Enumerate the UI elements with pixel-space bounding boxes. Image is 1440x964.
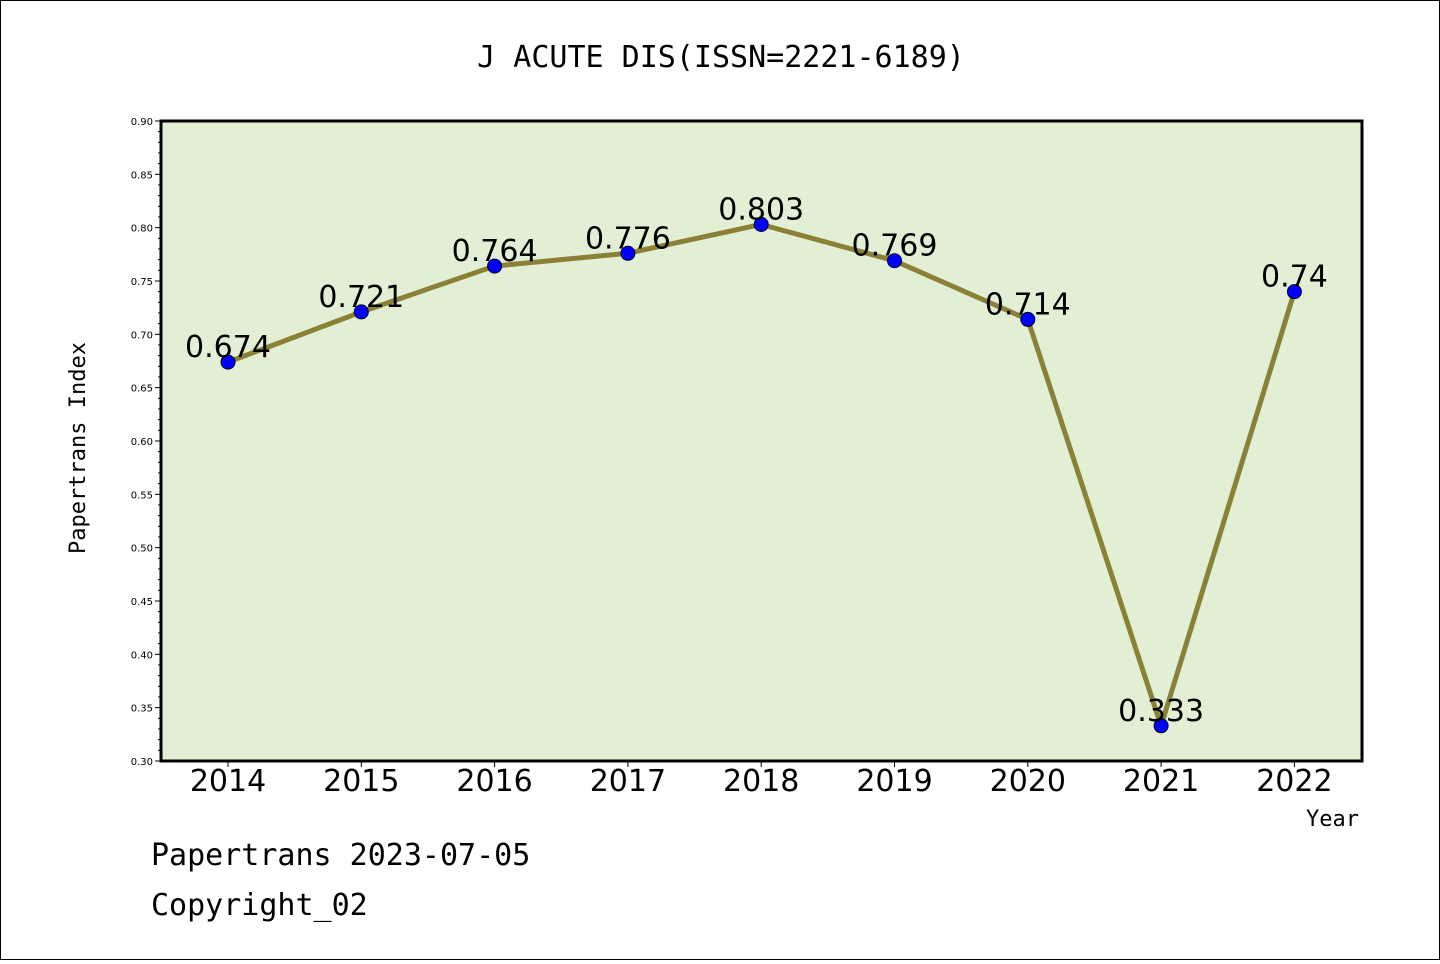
y-tick-label: 0.30 [131,757,153,768]
data-point [620,245,636,261]
y-tick-label: 0.35 [131,704,153,715]
data-point [1020,311,1036,327]
y-tick-label: 0.40 [131,650,153,661]
y-tick-label: 0.50 [131,544,153,555]
data-label: 0.674 [185,330,271,365]
y-tick-label: 0.85 [131,170,153,181]
y-tick-label: 0.80 [131,224,153,235]
chart-title: J ACUTE DIS(ISSN=2221-6189) [477,40,965,75]
data-point [1153,718,1169,734]
series-layer [220,216,1302,734]
x-tick-label: 2020 [990,764,1066,799]
data-point [353,304,369,320]
data-label: 0.721 [318,280,404,315]
y-tick-label: 0.65 [131,384,153,395]
x-axis-label: Year [1306,807,1359,832]
data-label: 0.333 [1118,694,1204,729]
footer-copyright: Copyright_02 [151,888,368,923]
data-point [753,216,769,232]
data-label: 0.74 [1261,260,1328,295]
data-point [1286,284,1302,300]
x-tick-label: 2019 [856,764,932,799]
x-tick-label: 2017 [590,764,666,799]
x-tick-label: 2016 [456,764,532,799]
y-tick-label: 0.45 [131,597,153,608]
data-label: 0.764 [452,234,538,269]
y-tick-label: 0.70 [131,330,153,341]
y-axis-label: Papertrans Index [66,342,91,554]
y-tick-label: 0.60 [131,437,153,448]
x-tick-label: 2018 [723,764,799,799]
data-label: 0.769 [852,229,938,264]
y-tick-label: 0.55 [131,490,153,501]
data-point [220,354,236,370]
y-tick-label: 0.75 [131,277,153,288]
y-axis: 0.30 0.35 0.40 0.45 0.50 0.55 0.60 0.65 0.70 0.75… [131,117,161,768]
data-label: 0.714 [985,287,1071,322]
data-label: 0.776 [585,221,671,256]
footer-date: Papertrans 2023-07-05 [151,838,530,873]
x-tick-label: 2015 [323,764,399,799]
x-tick-label: 2021 [1123,764,1199,799]
x-axis: 2014 2015 2016 2017 2018 2019 2020 2021 2022 [190,761,1333,799]
y-tick-label: 0.90 [131,117,153,128]
data-point [887,253,902,269]
x-tick-label: 2014 [190,764,266,799]
data-label-layer: 0.674 0.721 0.764 0.776 0.803 0.769 0.714 0.333… [185,192,1328,728]
x-tick-label: 2022 [1256,764,1332,799]
data-label: 0.803 [718,192,804,227]
data-point [487,258,503,274]
